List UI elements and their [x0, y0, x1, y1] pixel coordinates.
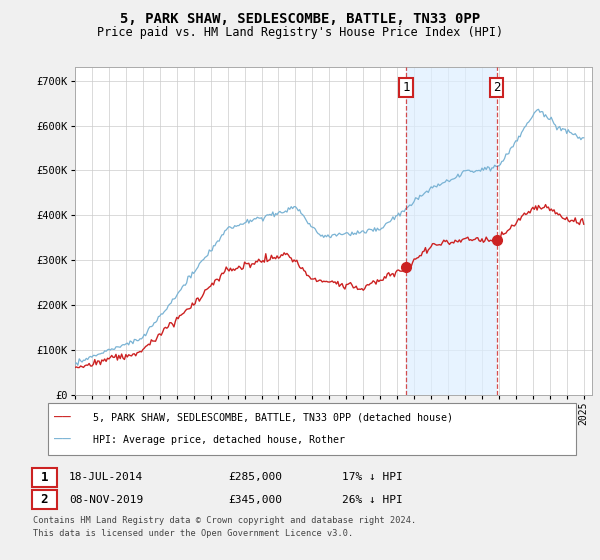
- Text: ——: ——: [54, 410, 71, 424]
- Text: 17% ↓ HPI: 17% ↓ HPI: [342, 472, 403, 482]
- Text: HPI: Average price, detached house, Rother: HPI: Average price, detached house, Roth…: [93, 435, 345, 445]
- Text: 2: 2: [41, 493, 48, 506]
- Text: 26% ↓ HPI: 26% ↓ HPI: [342, 494, 403, 505]
- Text: Contains HM Land Registry data © Crown copyright and database right 2024.: Contains HM Land Registry data © Crown c…: [33, 516, 416, 525]
- Text: ——: ——: [54, 433, 71, 447]
- Text: £285,000: £285,000: [228, 472, 282, 482]
- Text: 08-NOV-2019: 08-NOV-2019: [69, 494, 143, 505]
- Text: 2: 2: [493, 81, 500, 94]
- Text: 1: 1: [41, 470, 48, 484]
- Text: 18-JUL-2014: 18-JUL-2014: [69, 472, 143, 482]
- Text: £345,000: £345,000: [228, 494, 282, 505]
- Text: 5, PARK SHAW, SEDLESCOMBE, BATTLE, TN33 0PP (detached house): 5, PARK SHAW, SEDLESCOMBE, BATTLE, TN33 …: [93, 413, 453, 423]
- Bar: [406, 67, 497, 395]
- Text: Price paid vs. HM Land Registry's House Price Index (HPI): Price paid vs. HM Land Registry's House …: [97, 26, 503, 39]
- Text: 1: 1: [403, 81, 410, 94]
- Text: This data is licensed under the Open Government Licence v3.0.: This data is licensed under the Open Gov…: [33, 529, 353, 538]
- Text: 5, PARK SHAW, SEDLESCOMBE, BATTLE, TN33 0PP: 5, PARK SHAW, SEDLESCOMBE, BATTLE, TN33 …: [120, 12, 480, 26]
